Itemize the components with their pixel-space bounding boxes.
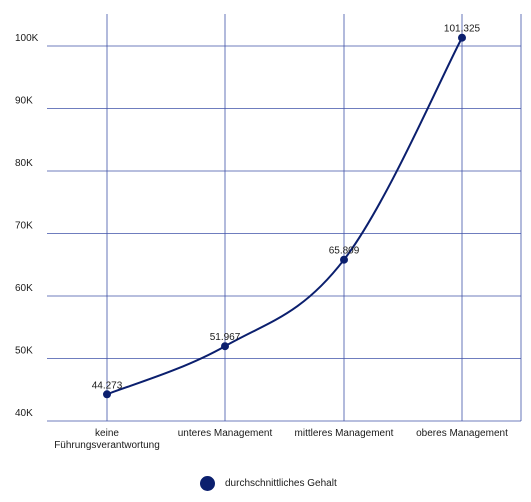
x-tick-label: mittleres Management <box>295 428 394 439</box>
legend-label: durchschnittliches Gehalt <box>225 477 337 489</box>
series-durchschnittliches-gehalt <box>103 33 466 399</box>
data-labels: 44.273 51.967 65.809 101.325 <box>92 24 481 392</box>
y-tick-label: 50K <box>15 346 33 357</box>
y-axis-tick-labels: 40K 50K 60K 70K 80K 90K 100K <box>15 33 39 419</box>
x-tick-label: unteres Management <box>178 428 273 439</box>
data-point <box>221 342 229 351</box>
gridlines <box>47 14 522 422</box>
x-tick-label: oberes Management <box>416 428 508 439</box>
y-tick-label: 70K <box>15 221 33 232</box>
data-point <box>103 390 111 399</box>
data-label: 51.967 <box>210 332 241 343</box>
y-tick-label: 40K <box>15 408 33 419</box>
data-point <box>458 33 466 42</box>
data-label: 65.809 <box>329 246 360 257</box>
y-tick-label: 80K <box>15 158 33 169</box>
data-label: 44.273 <box>92 380 123 391</box>
data-point <box>340 255 348 264</box>
x-tick-label: keine Führungsverantwortung <box>54 428 160 451</box>
series-line <box>106 37 463 396</box>
legend: durchschnittliches Gehalt <box>200 474 337 492</box>
data-label: 101.325 <box>444 24 481 35</box>
y-tick-label: 100K <box>15 33 39 44</box>
legend-marker <box>200 475 215 491</box>
y-tick-label: 60K <box>15 283 33 294</box>
y-tick-label: 90K <box>15 96 33 107</box>
x-axis-tick-labels: keine Führungsverantwortung unteres Manage… <box>54 428 508 451</box>
